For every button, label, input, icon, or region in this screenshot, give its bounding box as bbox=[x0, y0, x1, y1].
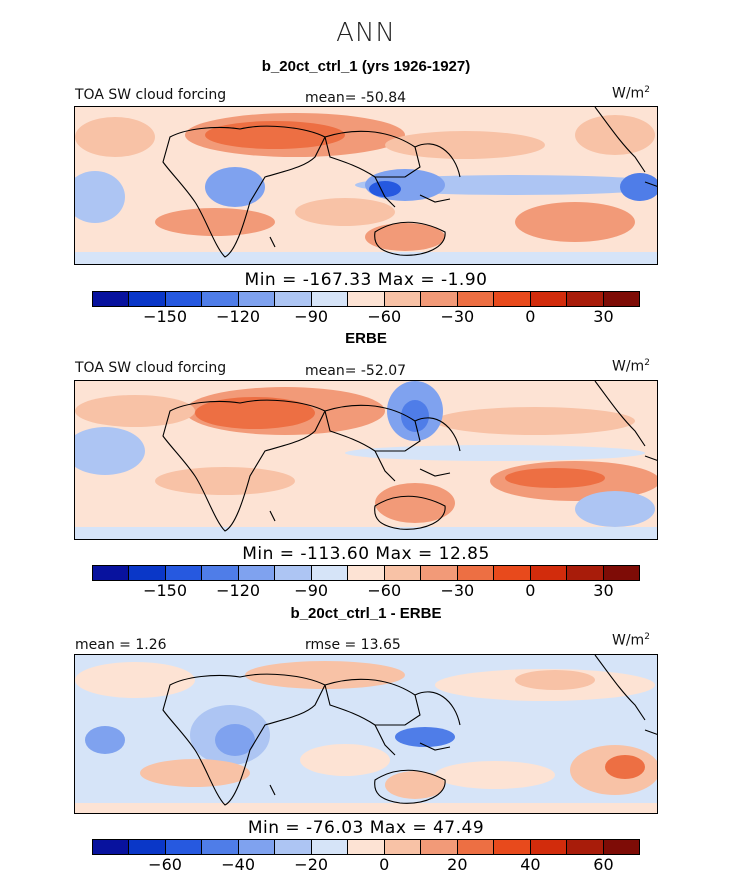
colorbar-swatch bbox=[202, 292, 239, 306]
panel-1-units: W/m2 bbox=[612, 85, 650, 102]
colorbar-swatch bbox=[165, 292, 203, 306]
colorbar-tick-label: 30 bbox=[593, 307, 614, 326]
colorbar-swatch bbox=[567, 840, 604, 854]
panel-2-units: W/m2 bbox=[612, 358, 650, 375]
colorbar-tick-label: −60 bbox=[148, 855, 182, 874]
panel-2-colorbar bbox=[92, 565, 640, 581]
colorbar-swatch bbox=[238, 566, 276, 580]
colorbar-swatch bbox=[603, 566, 640, 580]
colorbar-swatch bbox=[457, 566, 495, 580]
panel-3-colorbar bbox=[92, 839, 640, 855]
colorbar-swatch bbox=[384, 566, 422, 580]
colorbar-tick-label: 30 bbox=[593, 581, 614, 600]
colorbar-swatch bbox=[202, 840, 239, 854]
colorbar-swatch bbox=[530, 566, 568, 580]
colorbar-tick-label: −150 bbox=[143, 307, 188, 326]
colorbar-swatch bbox=[238, 292, 276, 306]
colorbar-tick-label: 20 bbox=[447, 855, 468, 874]
panel-2-map bbox=[74, 380, 658, 540]
panel-1-min-max: Min = -167.33 Max = -1.90 bbox=[244, 270, 488, 290]
colorbar-tick-label: −150 bbox=[143, 581, 188, 600]
panel-3-map bbox=[74, 654, 658, 814]
colorbar-tick-label: −90 bbox=[294, 307, 329, 326]
colorbar-swatch bbox=[93, 292, 130, 306]
colorbar-swatch bbox=[530, 840, 568, 854]
colorbar-swatch bbox=[311, 292, 349, 306]
colorbar-swatch bbox=[275, 292, 312, 306]
colorbar-swatch bbox=[494, 840, 531, 854]
colorbar-swatch bbox=[348, 566, 385, 580]
colorbar-tick-label: −60 bbox=[367, 581, 402, 600]
page-title: ANN bbox=[336, 18, 396, 48]
panel-3-rmse-label: rmse = 13.65 bbox=[305, 637, 401, 653]
colorbar-swatch bbox=[530, 292, 568, 306]
colorbar-swatch bbox=[421, 840, 458, 854]
colorbar-swatch bbox=[384, 292, 422, 306]
colorbar-tick-label: −30 bbox=[440, 581, 475, 600]
colorbar-swatch bbox=[165, 566, 203, 580]
panel-1-title: b_20ct_ctrl_1 (yrs 1926-1927) bbox=[261, 58, 471, 75]
colorbar-swatch bbox=[238, 840, 276, 854]
panel-1-variable-label: TOA SW cloud forcing bbox=[75, 87, 227, 103]
panel-1-colorbar bbox=[92, 291, 640, 307]
colorbar-swatch bbox=[567, 566, 604, 580]
panel-2-min-max: Min = -113.60 Max = 12.85 bbox=[242, 544, 490, 564]
colorbar-swatch bbox=[384, 840, 422, 854]
colorbar-swatch bbox=[93, 566, 130, 580]
colorbar-swatch bbox=[165, 840, 203, 854]
panel-3-mean-label: mean = 1.26 bbox=[75, 637, 167, 653]
panel-3-map-field bbox=[75, 655, 657, 813]
colorbar-swatch bbox=[457, 292, 495, 306]
colorbar-tick-label: 40 bbox=[520, 855, 541, 874]
colorbar-swatch bbox=[311, 840, 349, 854]
colorbar-tick-label: −40 bbox=[221, 855, 256, 874]
panel-3-units: W/m2 bbox=[612, 632, 650, 649]
colorbar-tick-label: 60 bbox=[593, 855, 614, 874]
panel-2-mean-label: mean= -52.07 bbox=[305, 363, 407, 379]
colorbar-swatch bbox=[457, 840, 495, 854]
panel-1-mean-label: mean= -50.84 bbox=[305, 90, 407, 106]
colorbar-tick-label: 0 bbox=[525, 581, 536, 600]
colorbar-swatch bbox=[311, 566, 349, 580]
panel-2-map-field bbox=[75, 381, 657, 539]
panel-2-variable-label: TOA SW cloud forcing bbox=[75, 360, 227, 376]
panel-3-title: b_20ct_ctrl_1 - ERBE bbox=[290, 605, 442, 622]
colorbar-swatch bbox=[494, 292, 531, 306]
colorbar-swatch bbox=[202, 566, 239, 580]
colorbar-swatch bbox=[348, 292, 385, 306]
colorbar-tick-label: −120 bbox=[216, 581, 261, 600]
colorbar-swatch bbox=[129, 292, 166, 306]
colorbar-tick-label: 0 bbox=[379, 855, 390, 874]
colorbar-tick-label: −120 bbox=[216, 307, 261, 326]
colorbar-swatch bbox=[348, 840, 385, 854]
colorbar-swatch bbox=[494, 566, 531, 580]
panel-3-min-max: Min = -76.03 Max = 47.49 bbox=[247, 818, 485, 838]
colorbar-swatch bbox=[93, 840, 130, 854]
colorbar-swatch bbox=[603, 292, 640, 306]
colorbar-swatch bbox=[421, 566, 458, 580]
colorbar-tick-label: 0 bbox=[525, 307, 536, 326]
panel-1-map-field bbox=[75, 107, 657, 264]
panel-2-title: ERBE bbox=[345, 330, 387, 347]
colorbar-swatch bbox=[129, 840, 166, 854]
colorbar-swatch bbox=[129, 566, 166, 580]
colorbar-swatch bbox=[603, 840, 640, 854]
colorbar-swatch bbox=[275, 566, 312, 580]
colorbar-tick-label: −90 bbox=[294, 581, 329, 600]
colorbar-swatch bbox=[421, 292, 458, 306]
colorbar-swatch bbox=[567, 292, 604, 306]
colorbar-swatch bbox=[275, 840, 312, 854]
colorbar-tick-label: −20 bbox=[294, 855, 329, 874]
colorbar-tick-label: −60 bbox=[367, 307, 402, 326]
panel-1-map bbox=[74, 106, 658, 265]
colorbar-tick-label: −30 bbox=[440, 307, 475, 326]
